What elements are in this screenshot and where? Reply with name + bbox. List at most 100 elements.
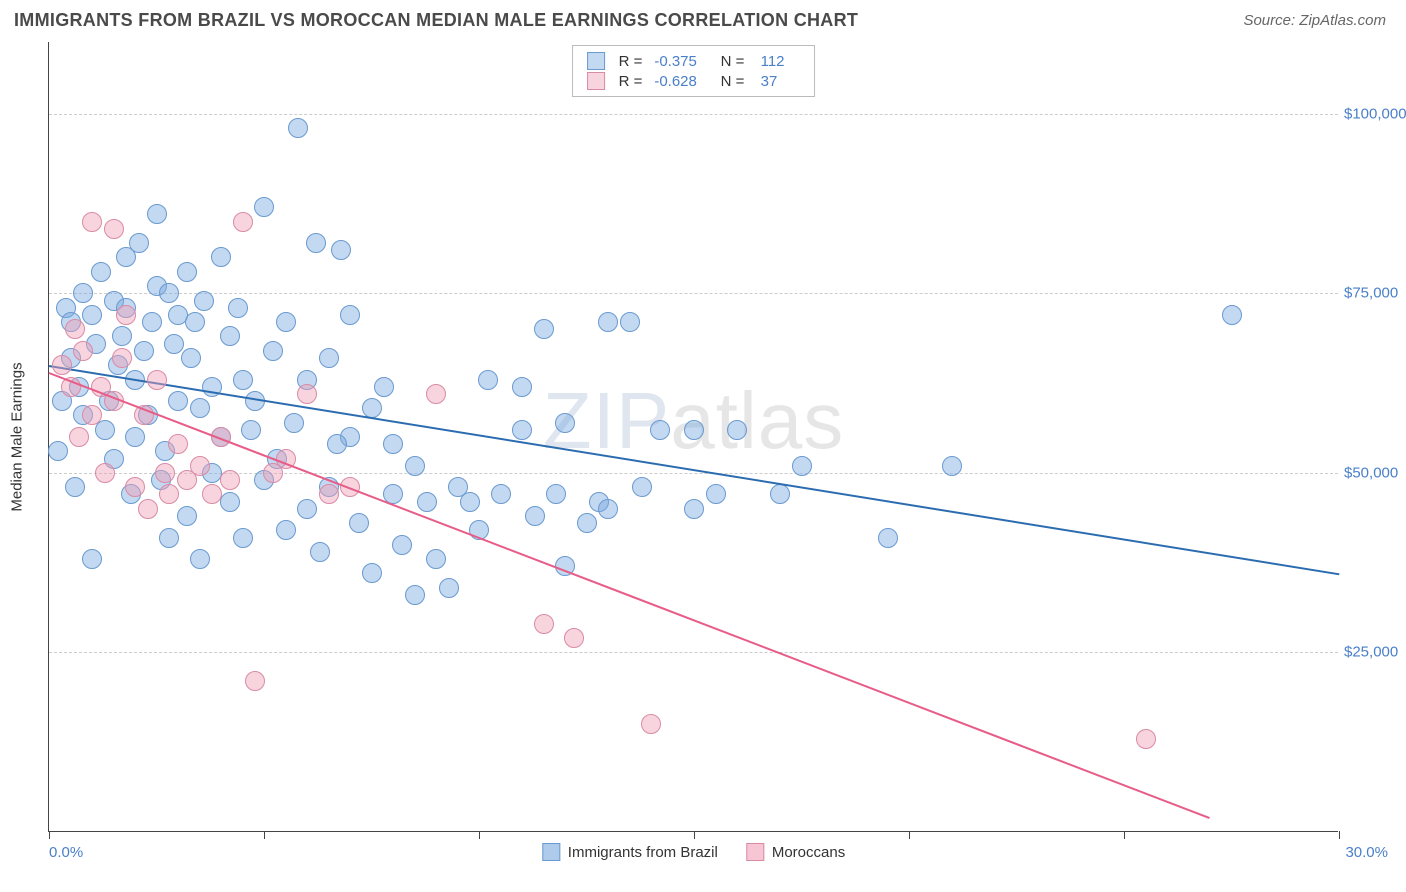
data-point: [577, 513, 597, 533]
data-point: [349, 513, 369, 533]
r-value: -0.628: [654, 73, 698, 90]
correlation-legend: R =-0.375 N = 112R =-0.628 N = 37: [572, 45, 816, 97]
data-point: [65, 319, 85, 339]
data-point: [147, 204, 167, 224]
data-point: [245, 671, 265, 691]
gridline: [49, 293, 1338, 294]
r-label: R =: [619, 53, 643, 70]
data-point: [233, 528, 253, 548]
data-point: [155, 463, 175, 483]
legend-swatch: [587, 72, 605, 90]
legend-label: Immigrants from Brazil: [568, 844, 718, 861]
series-legend: Immigrants from Brazil Moroccans: [542, 843, 845, 861]
y-tick-label: $50,000: [1344, 464, 1406, 481]
legend-row: R =-0.375 N = 112: [587, 52, 801, 70]
data-point: [138, 499, 158, 519]
legend-swatch: [587, 52, 605, 70]
x-tick: [1339, 831, 1340, 839]
data-point: [288, 118, 308, 138]
data-point: [263, 341, 283, 361]
data-point: [48, 441, 68, 461]
legend-swatch: [542, 843, 560, 861]
data-point: [91, 262, 111, 282]
data-point: [297, 499, 317, 519]
legend-row: R = -0.628 N = 37: [587, 72, 801, 90]
data-point: [125, 427, 145, 447]
data-point: [276, 312, 296, 332]
data-point: [241, 420, 261, 440]
data-point: [340, 305, 360, 325]
data-point: [233, 370, 253, 390]
n-value: 112: [756, 53, 800, 70]
data-point: [426, 384, 446, 404]
data-point: [942, 456, 962, 476]
data-point: [641, 714, 661, 734]
data-point: [405, 585, 425, 605]
data-point: [392, 535, 412, 555]
data-point: [598, 312, 618, 332]
legend-swatch: [746, 843, 764, 861]
data-point: [650, 420, 670, 440]
data-point: [439, 578, 459, 598]
data-point: [564, 628, 584, 648]
data-point: [142, 312, 162, 332]
data-point: [491, 484, 511, 504]
data-point: [460, 492, 480, 512]
legend-item: Moroccans: [746, 843, 845, 861]
data-point: [792, 456, 812, 476]
data-point: [164, 334, 184, 354]
y-axis-title: Median Male Earnings: [9, 362, 26, 511]
x-axis-max-label: 30.0%: [1345, 844, 1388, 861]
data-point: [168, 391, 188, 411]
legend-item: Immigrants from Brazil: [542, 843, 718, 861]
data-point: [104, 219, 124, 239]
data-point: [374, 377, 394, 397]
data-point: [598, 499, 618, 519]
data-point: [112, 326, 132, 346]
data-point: [95, 463, 115, 483]
data-point: [512, 377, 532, 397]
x-tick: [1124, 831, 1125, 839]
data-point: [417, 492, 437, 512]
data-point: [82, 405, 102, 425]
data-point: [706, 484, 726, 504]
data-point: [534, 614, 554, 634]
n-label: N =: [712, 73, 744, 90]
n-value: 37: [756, 73, 800, 90]
data-point: [620, 312, 640, 332]
data-point: [297, 384, 317, 404]
data-point: [65, 477, 85, 497]
data-point: [147, 370, 167, 390]
data-point: [306, 233, 326, 253]
r-label: R =: [619, 73, 643, 90]
data-point: [185, 312, 205, 332]
x-axis-min-label: 0.0%: [49, 844, 83, 861]
data-point: [546, 484, 566, 504]
n-label: N =: [712, 53, 744, 70]
data-point: [319, 348, 339, 368]
data-point: [878, 528, 898, 548]
scatter-chart: Median Male Earnings ZIPatlas R =-0.375 …: [48, 42, 1338, 832]
data-point: [190, 398, 210, 418]
x-tick: [694, 831, 695, 839]
data-point: [159, 528, 179, 548]
data-point: [159, 283, 179, 303]
data-point: [116, 305, 136, 325]
data-point: [405, 456, 425, 476]
x-tick: [264, 831, 265, 839]
data-point: [202, 484, 222, 504]
data-point: [69, 427, 89, 447]
data-point: [276, 520, 296, 540]
trend-line: [49, 372, 1211, 819]
y-tick-label: $100,000: [1344, 105, 1406, 122]
data-point: [82, 305, 102, 325]
data-point: [770, 484, 790, 504]
data-point: [534, 319, 554, 339]
data-point: [727, 420, 747, 440]
data-point: [177, 506, 197, 526]
data-point: [331, 240, 351, 260]
chart-title: IMMIGRANTS FROM BRAZIL VS MOROCCAN MEDIA…: [14, 10, 858, 31]
gridline: [49, 473, 1338, 474]
x-tick: [479, 831, 480, 839]
data-point: [52, 355, 72, 375]
